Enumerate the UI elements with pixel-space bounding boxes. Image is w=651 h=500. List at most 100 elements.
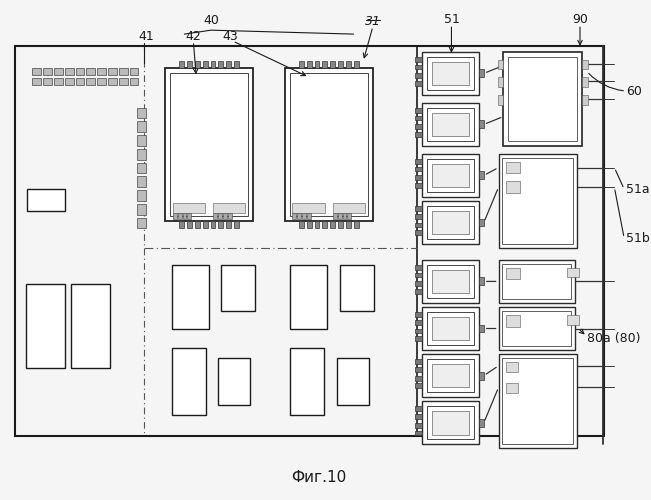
Bar	[118, 78, 128, 85]
Bar	[228, 212, 232, 218]
Bar	[415, 74, 422, 78]
Bar	[342, 212, 346, 218]
Bar	[415, 282, 422, 286]
Bar	[499, 260, 575, 303]
Bar	[582, 95, 588, 105]
Bar	[87, 78, 95, 85]
Bar	[415, 290, 422, 294]
Bar	[497, 95, 503, 105]
Bar	[582, 60, 588, 70]
Bar	[290, 348, 324, 415]
Bar	[226, 60, 231, 68]
Bar	[415, 132, 422, 137]
Text: Фиг.10: Фиг.10	[292, 470, 346, 485]
Bar	[432, 112, 469, 136]
Bar	[213, 212, 217, 218]
Bar	[415, 56, 422, 62]
Bar	[226, 220, 231, 228]
Bar	[415, 222, 422, 228]
Bar	[314, 220, 320, 228]
Bar	[210, 220, 215, 228]
Bar	[333, 212, 337, 218]
Bar	[432, 364, 469, 388]
Bar	[299, 220, 304, 228]
Bar	[497, 78, 503, 87]
Bar	[137, 218, 146, 228]
Bar	[210, 60, 215, 68]
Bar	[15, 46, 603, 436]
Bar	[108, 78, 117, 85]
Bar	[415, 166, 422, 172]
Bar	[137, 108, 146, 118]
Bar	[415, 312, 422, 316]
Bar	[137, 204, 146, 214]
Bar	[179, 60, 184, 68]
Bar	[346, 220, 351, 228]
Bar	[340, 264, 374, 311]
Text: 51: 51	[443, 13, 460, 26]
Bar	[187, 60, 192, 68]
Text: 90: 90	[572, 13, 588, 26]
Bar	[43, 68, 52, 75]
Bar	[337, 358, 369, 405]
Bar	[415, 214, 422, 218]
Bar	[503, 311, 571, 346]
Bar	[27, 189, 64, 210]
Bar	[506, 362, 518, 372]
Bar	[427, 312, 474, 345]
Bar	[422, 103, 479, 146]
Bar	[187, 212, 191, 218]
Bar	[432, 164, 469, 187]
Bar	[213, 203, 245, 212]
Bar	[567, 315, 579, 324]
Bar	[415, 336, 422, 342]
Bar	[415, 176, 422, 180]
Bar	[223, 212, 227, 218]
Bar	[137, 149, 146, 160]
Bar	[503, 158, 573, 244]
Bar	[497, 60, 503, 70]
Bar	[202, 220, 208, 228]
Bar	[415, 264, 422, 270]
Bar	[71, 284, 110, 368]
Bar	[218, 220, 223, 228]
Text: 60: 60	[626, 84, 642, 98]
Bar	[506, 384, 518, 394]
Bar	[415, 367, 422, 372]
Bar	[499, 354, 577, 448]
Bar	[427, 108, 474, 141]
Bar	[218, 60, 223, 68]
Bar	[422, 307, 479, 350]
Bar	[567, 268, 579, 278]
Bar	[43, 78, 52, 85]
Bar	[415, 328, 422, 334]
Bar	[415, 376, 422, 380]
Bar	[427, 264, 474, 298]
Bar	[165, 68, 253, 220]
Bar	[338, 212, 342, 218]
Bar	[432, 210, 469, 234]
Text: 80a (80): 80a (80)	[587, 332, 641, 345]
Bar	[172, 264, 209, 328]
Bar	[76, 68, 85, 75]
Bar	[137, 190, 146, 201]
Bar	[298, 212, 301, 218]
Bar	[415, 406, 422, 411]
Bar	[479, 218, 484, 226]
Bar	[506, 268, 520, 280]
Text: 40: 40	[203, 14, 219, 27]
Bar	[195, 220, 200, 228]
Bar	[118, 68, 128, 75]
Bar	[33, 68, 41, 75]
Bar	[87, 68, 95, 75]
Bar	[479, 372, 484, 380]
Bar	[506, 182, 520, 193]
Bar	[479, 172, 484, 179]
Bar	[54, 68, 62, 75]
Text: 51b: 51b	[626, 232, 650, 244]
Text: 31: 31	[365, 15, 381, 28]
Bar	[330, 220, 335, 228]
Bar	[333, 203, 365, 212]
Bar	[415, 230, 422, 235]
Bar	[415, 124, 422, 130]
